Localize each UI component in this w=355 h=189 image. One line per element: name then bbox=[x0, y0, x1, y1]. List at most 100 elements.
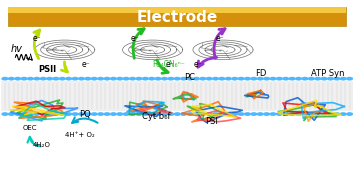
Circle shape bbox=[257, 112, 264, 116]
Text: e⁻: e⁻ bbox=[131, 34, 140, 43]
Text: FD: FD bbox=[255, 69, 266, 78]
Text: e⁻: e⁻ bbox=[194, 60, 203, 69]
Text: e⁻: e⁻ bbox=[166, 60, 175, 69]
Circle shape bbox=[116, 112, 124, 116]
Circle shape bbox=[218, 77, 225, 81]
FancyBboxPatch shape bbox=[9, 7, 346, 26]
Circle shape bbox=[340, 77, 347, 81]
Circle shape bbox=[122, 112, 130, 116]
Circle shape bbox=[327, 112, 334, 116]
Circle shape bbox=[346, 77, 353, 81]
Circle shape bbox=[295, 112, 302, 116]
Circle shape bbox=[91, 112, 98, 116]
Circle shape bbox=[103, 112, 111, 116]
Circle shape bbox=[1, 112, 9, 116]
Circle shape bbox=[167, 77, 174, 81]
Circle shape bbox=[276, 112, 283, 116]
Circle shape bbox=[193, 77, 200, 81]
Circle shape bbox=[40, 77, 47, 81]
Circle shape bbox=[244, 77, 251, 81]
Circle shape bbox=[218, 112, 225, 116]
Circle shape bbox=[154, 112, 162, 116]
Text: Electrode: Electrode bbox=[137, 10, 218, 25]
Circle shape bbox=[301, 77, 308, 81]
Circle shape bbox=[72, 112, 79, 116]
FancyBboxPatch shape bbox=[9, 7, 346, 12]
Circle shape bbox=[40, 112, 47, 116]
Text: OEC: OEC bbox=[22, 125, 37, 131]
Circle shape bbox=[72, 77, 79, 81]
Circle shape bbox=[84, 112, 92, 116]
Circle shape bbox=[27, 112, 34, 116]
Text: 4H⁺+ O₂: 4H⁺+ O₂ bbox=[65, 132, 94, 138]
Circle shape bbox=[174, 77, 181, 81]
Circle shape bbox=[289, 77, 296, 81]
Circle shape bbox=[308, 112, 315, 116]
Text: Fe₄CN₆ⁿ⁻: Fe₄CN₆ⁿ⁻ bbox=[153, 60, 185, 69]
Circle shape bbox=[8, 112, 15, 116]
Text: PC: PC bbox=[184, 73, 195, 82]
Circle shape bbox=[327, 77, 334, 81]
Circle shape bbox=[8, 77, 15, 81]
Circle shape bbox=[321, 77, 328, 81]
Circle shape bbox=[148, 112, 155, 116]
Circle shape bbox=[231, 77, 238, 81]
Circle shape bbox=[1, 77, 9, 81]
Circle shape bbox=[154, 77, 162, 81]
Circle shape bbox=[212, 112, 219, 116]
Circle shape bbox=[301, 112, 308, 116]
Circle shape bbox=[21, 77, 28, 81]
Circle shape bbox=[237, 112, 245, 116]
Circle shape bbox=[314, 77, 321, 81]
Circle shape bbox=[263, 77, 270, 81]
Circle shape bbox=[122, 77, 130, 81]
Circle shape bbox=[225, 77, 232, 81]
Circle shape bbox=[129, 77, 136, 81]
Circle shape bbox=[110, 112, 117, 116]
Circle shape bbox=[53, 77, 60, 81]
Circle shape bbox=[110, 77, 117, 81]
Circle shape bbox=[289, 112, 296, 116]
Circle shape bbox=[161, 77, 168, 81]
Text: hv: hv bbox=[10, 44, 22, 54]
Circle shape bbox=[46, 112, 53, 116]
Circle shape bbox=[180, 77, 187, 81]
Circle shape bbox=[167, 112, 174, 116]
Circle shape bbox=[186, 77, 193, 81]
Circle shape bbox=[135, 77, 143, 81]
Circle shape bbox=[199, 77, 206, 81]
FancyBboxPatch shape bbox=[1, 81, 353, 111]
Circle shape bbox=[59, 77, 66, 81]
Circle shape bbox=[46, 77, 53, 81]
Circle shape bbox=[129, 112, 136, 116]
Text: PQ: PQ bbox=[79, 110, 91, 119]
Circle shape bbox=[78, 112, 85, 116]
Circle shape bbox=[33, 77, 40, 81]
Circle shape bbox=[97, 112, 104, 116]
Circle shape bbox=[116, 77, 124, 81]
Circle shape bbox=[276, 77, 283, 81]
Circle shape bbox=[333, 77, 340, 81]
Text: PSI: PSI bbox=[206, 117, 218, 126]
Circle shape bbox=[180, 112, 187, 116]
Text: e⁻: e⁻ bbox=[82, 60, 90, 70]
Circle shape bbox=[53, 112, 60, 116]
Text: 4H₂O: 4H₂O bbox=[33, 142, 51, 148]
Circle shape bbox=[257, 77, 264, 81]
Circle shape bbox=[103, 77, 111, 81]
Text: PSII: PSII bbox=[38, 65, 56, 74]
Circle shape bbox=[269, 77, 277, 81]
Circle shape bbox=[142, 112, 149, 116]
Circle shape bbox=[135, 112, 143, 116]
Text: e⁻: e⁻ bbox=[32, 34, 41, 43]
Circle shape bbox=[308, 77, 315, 81]
Circle shape bbox=[225, 112, 232, 116]
Circle shape bbox=[65, 77, 72, 81]
Circle shape bbox=[193, 112, 200, 116]
Circle shape bbox=[269, 112, 277, 116]
Circle shape bbox=[321, 112, 328, 116]
Circle shape bbox=[282, 112, 289, 116]
Circle shape bbox=[346, 112, 353, 116]
Circle shape bbox=[21, 112, 28, 116]
Circle shape bbox=[333, 112, 340, 116]
